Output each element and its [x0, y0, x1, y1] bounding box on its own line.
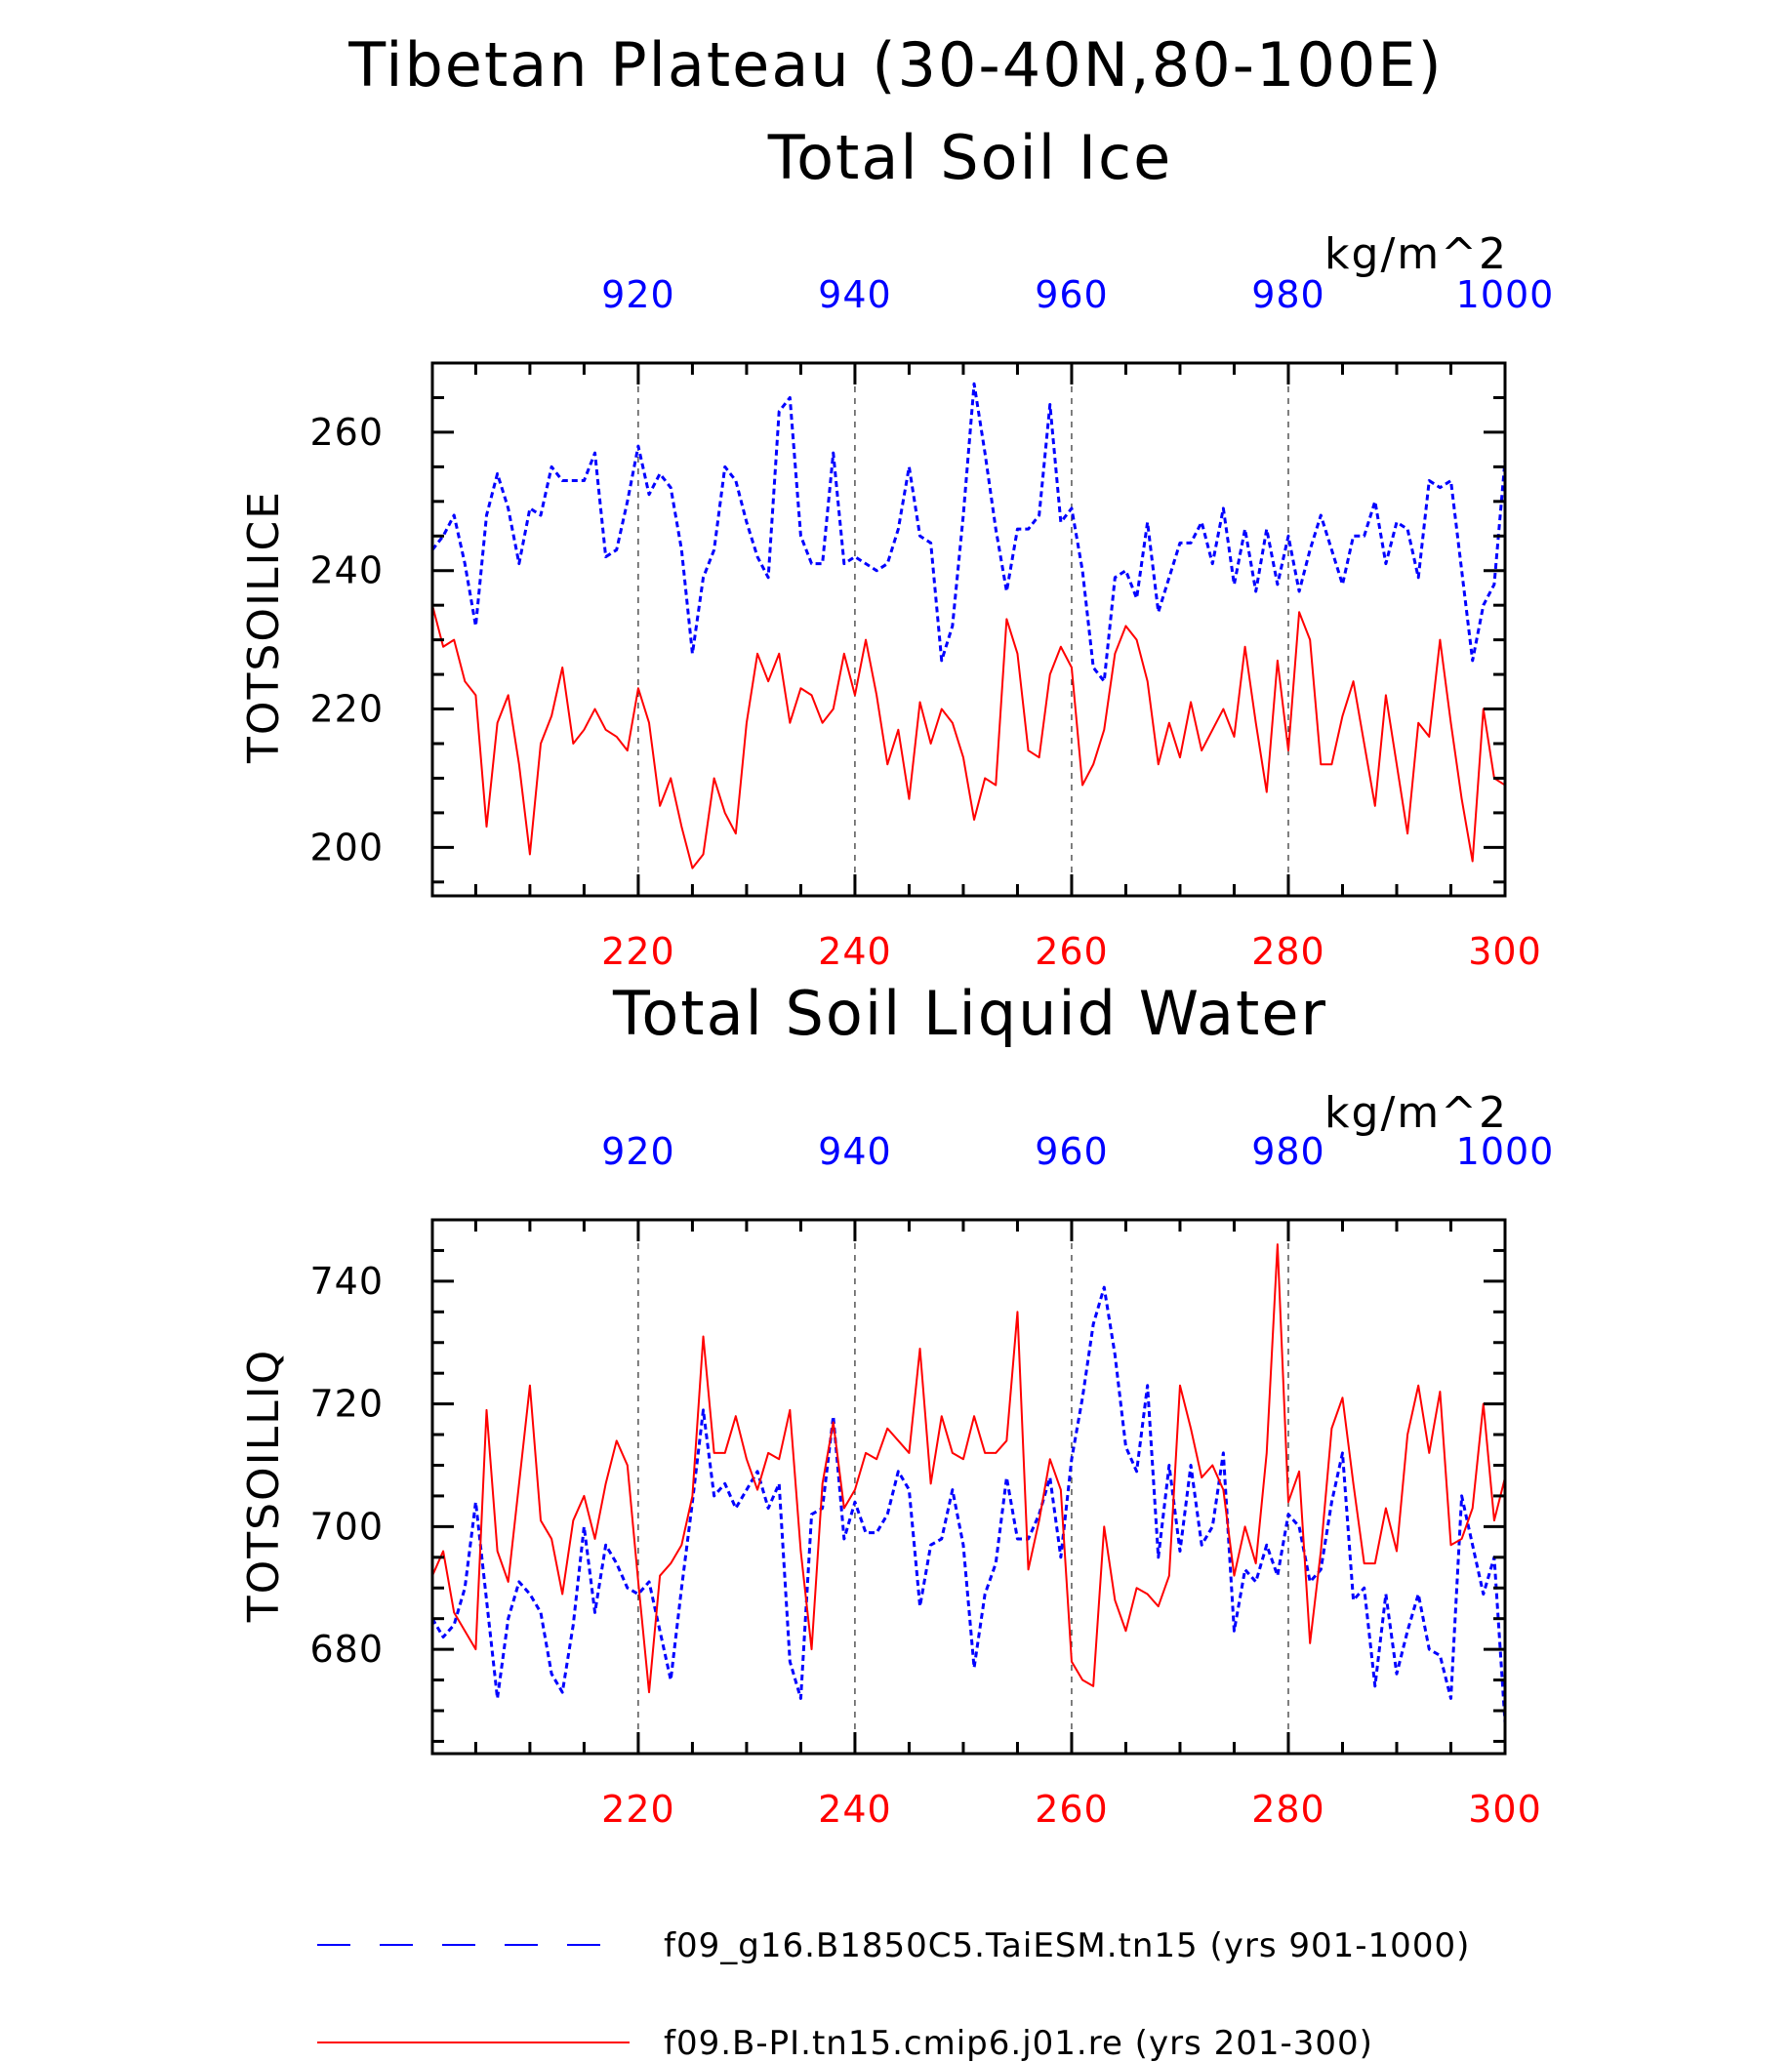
tick-labels: 220 240 260 280 300 920 940 960 980 1000 200 220 240…	[309, 273, 1555, 973]
tick-labels: 220 240 260 280 300 920 940 960 980 1000 680 700 720…	[309, 1130, 1555, 1831]
gridlines	[637, 1220, 1289, 1754]
bottom-tick-label: 260	[1035, 930, 1109, 973]
bottom-tick-label: 240	[818, 930, 892, 973]
top-tick-label: 980	[1251, 273, 1325, 316]
bottom-tick-label: 280	[1251, 1788, 1325, 1831]
series-lines	[430, 1243, 1507, 1723]
panel-total-soil-ice: Total Soil Ice kg/m^2 TOTSOILICE 220 240 2…	[239, 122, 1555, 973]
top-tick-label: 960	[1035, 273, 1109, 316]
y-tick-label: 220	[309, 688, 384, 731]
bottom-tick-label: 220	[601, 1788, 675, 1831]
y-tick-label: 200	[309, 826, 384, 869]
legend-label-red: f09.B-PI.tn15.cmip6.j01.re (yrs 201-300)	[664, 2024, 1373, 2062]
bottom-tick-label: 220	[601, 930, 675, 973]
top-tick-label: 920	[601, 273, 675, 316]
y-tick-label: 720	[309, 1383, 384, 1426]
bottom-tick-label: 300	[1468, 930, 1542, 973]
y-tick-label: 680	[309, 1628, 384, 1671]
y-axis-label: TOTSOILICE	[239, 490, 289, 764]
y-axis-label: TOTSOILLIQ	[239, 1349, 289, 1624]
units-label: kg/m^2	[1324, 1088, 1508, 1138]
units-label: kg/m^2	[1324, 229, 1508, 279]
series-line-901-1000	[430, 1285, 1507, 1723]
top-tick-label: 980	[1251, 1130, 1325, 1173]
bottom-tick-label: 300	[1468, 1788, 1542, 1831]
series-line-201-300	[431, 604, 1506, 869]
series-line-201-300	[431, 1243, 1506, 1694]
top-tick-label: 940	[818, 273, 892, 316]
plot-frame	[430, 361, 1507, 898]
y-tick-label: 240	[309, 549, 384, 592]
gridlines	[637, 363, 1289, 896]
legend: f09_g16.B1850C5.TaiESM.tn15 (yrs 901-100…	[317, 1926, 1470, 2062]
plot-frame	[430, 1218, 1507, 1756]
series-line-901-1000	[430, 382, 1507, 683]
top-tick-label: 1000	[1456, 1130, 1555, 1173]
panel-title: Total Soil Liquid Water	[612, 978, 1327, 1049]
series-lines	[430, 382, 1507, 869]
bottom-tick-label: 280	[1251, 930, 1325, 973]
y-tick-label: 700	[309, 1505, 384, 1548]
axes	[430, 361, 1507, 898]
top-tick-label: 960	[1035, 1130, 1109, 1173]
axes	[430, 1218, 1507, 1756]
top-tick-label: 1000	[1456, 273, 1555, 316]
bottom-tick-label: 260	[1035, 1788, 1109, 1831]
bottom-tick-label: 240	[818, 1788, 892, 1831]
legend-label-blue: f09_g16.B1850C5.TaiESM.tn15 (yrs 901-100…	[664, 1926, 1470, 1965]
top-tick-label: 920	[601, 1130, 675, 1173]
panel-total-soil-liquid-water: Total Soil Liquid Water kg/m^2 TOTSOILLI…	[239, 978, 1555, 1831]
y-tick-label: 260	[309, 411, 384, 454]
top-tick-label: 940	[818, 1130, 892, 1173]
panel-title: Total Soil Ice	[767, 122, 1172, 193]
y-tick-label: 740	[309, 1260, 384, 1303]
main-title: Tibetan Plateau (30-40N,80-100E)	[347, 29, 1443, 101]
